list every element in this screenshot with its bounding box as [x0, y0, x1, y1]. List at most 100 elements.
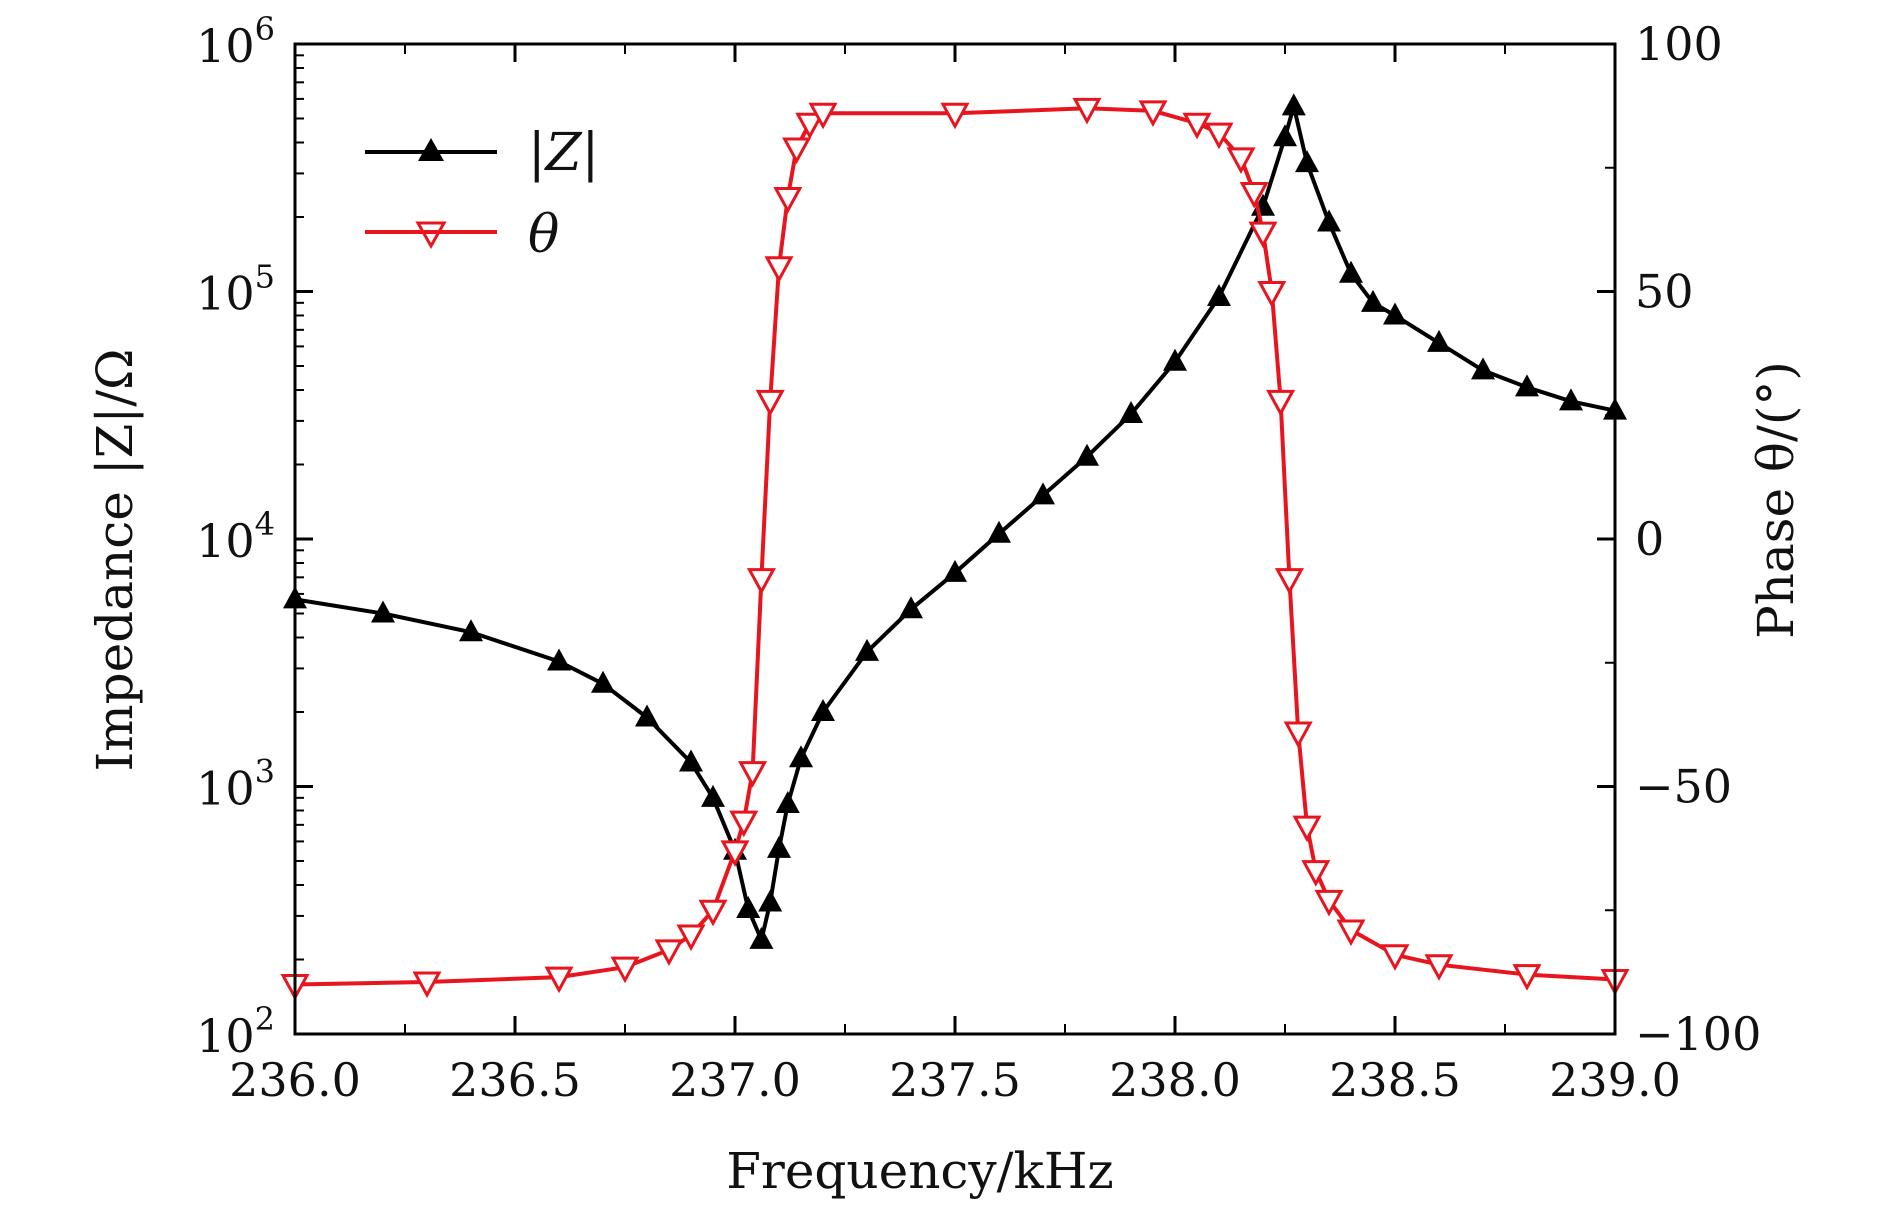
phase-point: [1274, 568, 1304, 595]
phase-point: [773, 186, 803, 214]
impedance-point: [1281, 93, 1306, 116]
phase-point: [610, 956, 640, 984]
impedance-point: [1559, 388, 1583, 411]
impedance-point: [1471, 357, 1495, 380]
phase-point: [1424, 954, 1454, 981]
y-axis-left-title: Impedance |Z|/Ω: [86, 349, 144, 772]
phase-point: [1292, 815, 1322, 843]
impedance-point: [758, 889, 783, 912]
y-left-tick-label: 104: [196, 505, 275, 568]
y-right-tick-label: 100: [1635, 17, 1723, 71]
phase-point: [1380, 944, 1410, 971]
impedance-point: [635, 704, 659, 727]
impedance-point: [811, 698, 835, 721]
impedance-point: [1317, 209, 1341, 232]
x-tick-label: 238.5: [1329, 1053, 1461, 1107]
impedance-point: [1273, 124, 1297, 147]
x-axis-title: Frequency/kHz: [726, 1142, 1114, 1200]
impedance-point: [987, 520, 1011, 543]
phase-point: [1283, 721, 1313, 749]
phase-point: [412, 971, 442, 999]
phase-point: [808, 102, 838, 130]
x-tick-label: 237.0: [669, 1053, 801, 1107]
impedance-point: [775, 790, 800, 813]
impedance-point: [736, 895, 761, 918]
phase-point: [738, 761, 768, 788]
phase-point: [940, 102, 970, 130]
legend: |Z| θ: [365, 123, 599, 265]
impedance-point: [1515, 374, 1539, 397]
x-tick-label: 237.5: [889, 1053, 1021, 1107]
phase-point: [746, 568, 776, 595]
phase-point: [795, 112, 825, 140]
legend-z-label: |Z|: [528, 123, 599, 183]
impedance-point: [789, 745, 813, 768]
impedance-point: [1075, 443, 1099, 466]
y-left-tick-label: 103: [196, 753, 275, 816]
impedance-point: [1339, 260, 1363, 283]
phase-point: [1226, 147, 1256, 174]
phase-point: [698, 899, 728, 927]
phase-point: [544, 966, 574, 994]
phase-point: [1239, 182, 1269, 209]
phase-point: [729, 810, 759, 838]
impedance-point: [547, 648, 571, 671]
phase-point: [755, 389, 785, 417]
phase-point: [1301, 860, 1331, 887]
impedance-point: [459, 619, 483, 642]
impedance-point: [1119, 400, 1143, 423]
phase-point: [1138, 100, 1168, 127]
impedance-point: [701, 784, 725, 807]
impedance-point: [899, 596, 923, 619]
impedance-point: [749, 926, 774, 949]
y-left-tick-label: 105: [196, 258, 275, 321]
y-left-tick-label: 102: [196, 1000, 275, 1063]
phase-point: [1336, 919, 1366, 947]
y-left-tick-label: 106: [196, 10, 275, 73]
phase-point: [654, 939, 684, 966]
impedance-point: [371, 600, 395, 623]
phase-point: [676, 924, 706, 952]
impedance-point: [1383, 302, 1407, 325]
y-right-tick-label: 0: [1635, 512, 1664, 566]
impedance-point: [1295, 150, 1319, 173]
impedance-point: [679, 749, 703, 772]
legend-z-marker: [418, 138, 444, 161]
impedance-point: [1031, 482, 1055, 505]
phase-point: [720, 840, 750, 867]
phase-point: [1072, 97, 1102, 125]
series-layer: [280, 93, 1630, 1001]
ticks-layer: [293, 42, 1617, 1036]
y-axis-right-title: Phase θ/(°): [1747, 361, 1805, 639]
series-line-phase: [294, 106, 1616, 987]
legend-theta-marker: [415, 221, 447, 250]
impedance-point: [767, 835, 791, 858]
impedance-point: [1427, 329, 1451, 352]
phase-point: [1204, 122, 1234, 150]
impedance-point: [1163, 348, 1187, 371]
x-tick-label: 238.0: [1109, 1053, 1241, 1107]
labels-layer: 236.0 236.5 237.0 237.5 238.0 238.5 239.0 102 10…: [196, 10, 1761, 1107]
x-tick-label: 236.0: [229, 1053, 361, 1107]
y-right-tick-label: −50: [1635, 760, 1732, 814]
phase-point: [1248, 221, 1278, 249]
x-tick-label: 239.0: [1549, 1053, 1681, 1107]
phase-point: [1314, 889, 1344, 917]
impedance-point: [1361, 289, 1385, 312]
x-tick-label: 236.5: [449, 1053, 581, 1107]
plot-frame: [293, 42, 1617, 1036]
y-right-tick-label: −100: [1635, 1007, 1761, 1061]
phase-point: [1266, 389, 1296, 417]
y-right-tick-label: 50: [1635, 265, 1694, 319]
phase-point: [1257, 281, 1287, 308]
phase-point: [782, 137, 812, 165]
impedance-point: [1207, 284, 1231, 307]
legend-theta-label: θ: [528, 205, 559, 265]
phase-point: [764, 256, 794, 283]
impedance-point: [943, 559, 967, 582]
phase-point: [1182, 112, 1212, 140]
impedance-point: [591, 670, 615, 693]
phase-point: [1512, 964, 1542, 991]
impedance-point: [855, 638, 879, 661]
